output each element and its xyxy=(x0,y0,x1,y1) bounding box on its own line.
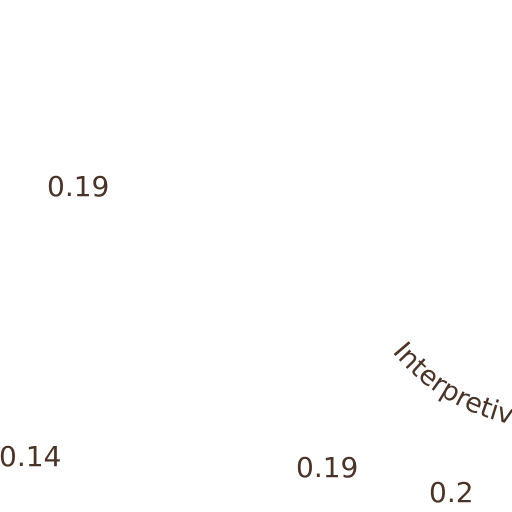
category-label-interpretive: Interpretive xyxy=(0,0,512,431)
value-label-3: 0.19 xyxy=(296,451,358,484)
value-label-4: 0.2 xyxy=(429,476,474,509)
category-label-interpretive-path: Interpretive xyxy=(0,0,512,431)
value-label-1: 0.19 xyxy=(47,170,109,203)
value-label-2: 0.14 xyxy=(0,440,61,473)
